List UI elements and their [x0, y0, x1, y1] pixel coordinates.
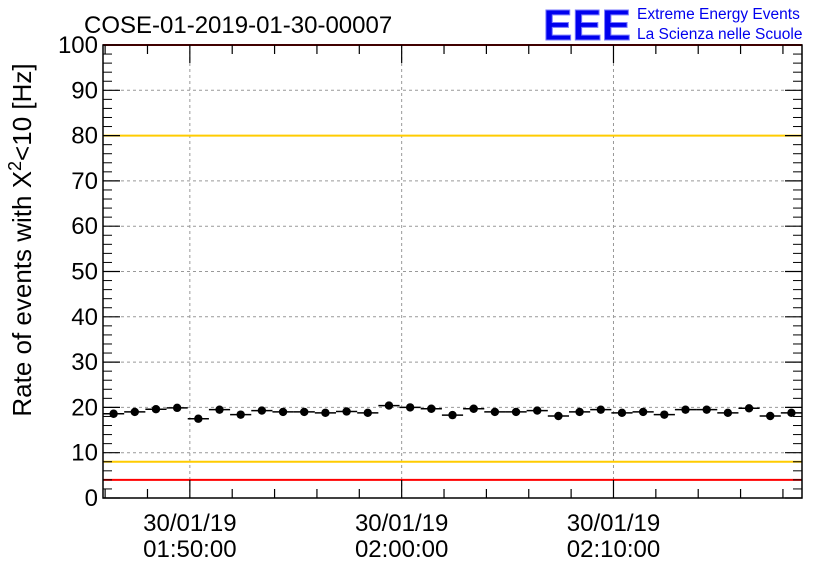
- data-point: [681, 405, 689, 413]
- chart-title: COSE-01-2019-01-30-00007: [84, 12, 392, 39]
- data-point: [300, 408, 308, 416]
- x-tick-label-time: 01:50:00: [143, 536, 236, 563]
- y-axis-label-tail: <10 [Hz]: [7, 63, 37, 161]
- data-point: [321, 409, 329, 417]
- x-tick-label-date: 30/01/19: [567, 510, 660, 537]
- data-point: [152, 405, 160, 413]
- x-tick-label-date: 30/01/19: [143, 510, 236, 537]
- data-point: [724, 409, 732, 417]
- data-point: [787, 409, 795, 417]
- eee-logo: EEE Extreme Energy Events La Scienza nel…: [543, 1, 802, 50]
- eee-logo-line2: La Scienza nelle Scuole: [637, 26, 802, 43]
- data-series: [103, 401, 802, 423]
- data-point: [215, 405, 223, 413]
- data-point: [639, 408, 647, 416]
- y-tick-label: 30: [71, 349, 98, 376]
- y-tick-label: 70: [71, 168, 98, 195]
- y-tick-label: 0: [85, 485, 98, 512]
- data-point: [385, 401, 393, 409]
- data-point: [448, 411, 456, 419]
- y-axis-label: Rate of events with X2<10 [Hz]: [5, 63, 37, 416]
- data-point: [554, 412, 562, 420]
- data-point: [597, 405, 605, 413]
- eee-logo-mark: EEE: [543, 1, 631, 50]
- data-point: [745, 404, 753, 412]
- y-tick-label: 80: [71, 123, 98, 150]
- data-point: [427, 405, 435, 413]
- x-tick-label-date: 30/01/19: [355, 510, 448, 537]
- data-point: [406, 403, 414, 411]
- y-tick-label: 10: [71, 440, 98, 467]
- data-point: [279, 408, 287, 416]
- y-tick-label: 100: [58, 32, 98, 59]
- data-point: [236, 410, 244, 418]
- y-tick-label: 50: [71, 259, 98, 286]
- x-axis: 30/01/1901:50:0030/01/1902:00:0030/01/19…: [105, 45, 783, 563]
- x-tick-label-time: 02:00:00: [355, 536, 448, 563]
- y-axis-label-sup: 2: [5, 161, 25, 171]
- grid: [103, 45, 802, 498]
- data-point: [766, 412, 774, 420]
- y-axis-label-main: Rate of events with X: [7, 171, 37, 417]
- data-point: [575, 408, 583, 416]
- data-point: [342, 407, 350, 415]
- data-point: [258, 406, 266, 414]
- rate-chart: COSE-01-2019-01-30-00007 EEE Extreme Ene…: [0, 0, 836, 572]
- data-point: [618, 409, 626, 417]
- y-tick-label: 20: [71, 394, 98, 421]
- eee-logo-line1: Extreme Energy Events: [637, 6, 800, 23]
- data-point: [512, 408, 520, 416]
- data-point: [491, 408, 499, 416]
- y-tick-label: 60: [71, 213, 98, 240]
- data-point: [660, 410, 668, 418]
- data-point: [194, 415, 202, 423]
- data-point: [131, 408, 139, 416]
- x-tick-label-time: 02:10:00: [567, 536, 660, 563]
- data-point: [533, 406, 541, 414]
- y-tick-label: 40: [71, 304, 98, 331]
- data-point: [364, 409, 372, 417]
- data-point: [702, 405, 710, 413]
- data-point: [469, 405, 477, 413]
- data-point: [173, 404, 181, 412]
- y-tick-label: 90: [71, 77, 98, 104]
